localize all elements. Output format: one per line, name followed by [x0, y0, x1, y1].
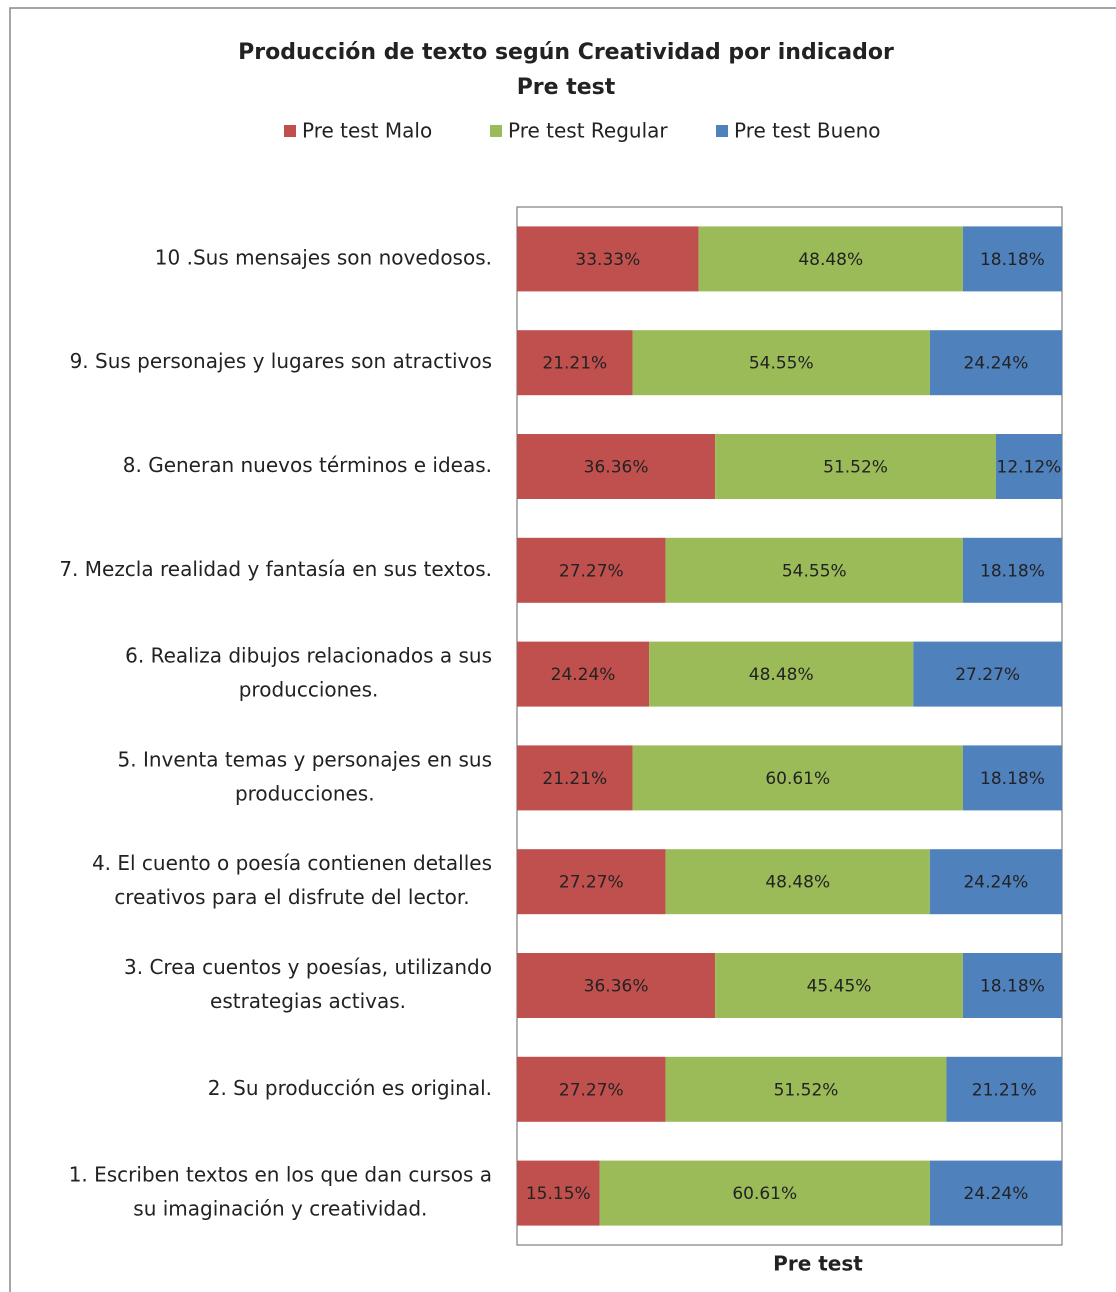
bar-segment [517, 641, 650, 707]
data-label: 12.12% [997, 458, 1062, 478]
bar-segment [962, 537, 1062, 603]
bar-segment [913, 641, 1062, 707]
x-axis-label: Pre test [773, 1252, 863, 1276]
bar-segment [599, 1160, 930, 1226]
bar-segment [632, 330, 930, 396]
data-label: 60.61% [732, 1184, 797, 1204]
bar-segment [946, 1056, 1062, 1122]
chart-title: Producción de texto según Creatividad po… [238, 40, 894, 65]
data-label: 18.18% [980, 769, 1045, 789]
data-label: 36.36% [584, 977, 649, 997]
y-tick-label: 9. Sus personajes y lugares son atractiv… [70, 349, 492, 373]
bar-segment [715, 953, 963, 1018]
y-tick-label: 6. Realiza dibujos relacionados a sus [125, 644, 492, 668]
data-label: 15.15% [526, 1184, 591, 1204]
data-label: 54.55% [782, 561, 847, 581]
data-label: 27.27% [559, 561, 624, 581]
data-label: 24.24% [551, 665, 616, 685]
bar-segment [517, 330, 633, 396]
bar-segment [962, 745, 1062, 811]
plot-area [516, 206, 1063, 1246]
data-label: 24.24% [964, 1184, 1029, 1204]
data-label: 21.21% [542, 354, 607, 374]
data-label: 54.55% [749, 354, 814, 374]
data-label: 27.27% [559, 873, 624, 893]
legend-swatch [490, 125, 502, 137]
data-label: 24.24% [964, 354, 1029, 374]
y-tick-label: 3. Crea cuentos y poesías, utilizando [124, 955, 492, 979]
bar-segment [517, 953, 716, 1018]
data-label: 27.27% [559, 1080, 624, 1100]
data-label: 36.36% [584, 458, 649, 478]
y-tick-label: 8. Generan nuevos términos e ideas. [123, 453, 492, 477]
bar-segment [929, 330, 1062, 396]
data-label: 21.21% [972, 1080, 1037, 1100]
y-tick-label: 7. Mezcla realidad y fantasía en sus tex… [59, 557, 492, 581]
data-label: 18.18% [980, 250, 1045, 270]
data-label: 45.45% [807, 977, 872, 997]
y-tick-label: 2. Su producción es original. [208, 1076, 492, 1100]
bar-segment [962, 953, 1062, 1018]
data-label: 51.52% [774, 1080, 839, 1100]
bar-segment [929, 1160, 1062, 1226]
bar-segment [632, 745, 963, 811]
data-label: 21.21% [542, 769, 607, 789]
data-label: 18.18% [980, 561, 1045, 581]
y-tick-label: 4. El cuento o poesía contienen detalles [92, 851, 492, 875]
legend-label: Pre test Regular [508, 119, 668, 143]
data-label: 24.24% [963, 873, 1028, 893]
bar-segment [665, 1056, 947, 1122]
bar-segment [517, 226, 699, 292]
y-tick-label: 10 .Sus mensajes son novedosos. [155, 245, 492, 269]
bar-segment [517, 434, 716, 499]
bar-segment [929, 849, 1062, 915]
legend-label: Pre test Malo [302, 119, 432, 143]
bar-segment [517, 745, 633, 811]
bar-segment [517, 849, 666, 915]
data-label: 48.48% [798, 250, 863, 270]
y-tick-label: producciones. [239, 678, 379, 702]
data-label: 18.18% [980, 977, 1045, 997]
data-label: 48.48% [765, 873, 830, 893]
y-tick-label: 1. Escriben textos en los que dan cursos… [69, 1163, 492, 1187]
y-tick-label: estrategias activas. [210, 989, 406, 1013]
legend-swatch [284, 125, 296, 137]
bar-segment [698, 226, 963, 292]
bar-segment [995, 434, 1062, 499]
legend-swatch [716, 125, 728, 137]
bar-segment [649, 641, 914, 707]
legend-label: Pre test Bueno [734, 119, 881, 143]
data-label: 51.52% [823, 458, 888, 478]
bar-segment [962, 226, 1062, 292]
bar-segment [665, 849, 930, 915]
chart-subtitle: Pre test [517, 75, 616, 100]
bar-segment [517, 1056, 666, 1122]
data-label: 27.27% [955, 665, 1020, 685]
bar-segment [517, 537, 666, 603]
data-label: 48.48% [749, 665, 814, 685]
y-tick-label: su imaginación y creatividad. [133, 1197, 427, 1221]
y-tick-label: producciones. [235, 781, 375, 805]
data-label: 33.33% [575, 250, 640, 270]
y-tick-label: creativos para el disfrute del lector. [114, 885, 469, 909]
bar-segment [715, 434, 996, 499]
y-tick-label: 5. Inventa temas y personajes en sus [118, 747, 492, 771]
bar-segment [517, 1160, 600, 1226]
bar-segment [665, 537, 963, 603]
data-label: 60.61% [765, 769, 830, 789]
